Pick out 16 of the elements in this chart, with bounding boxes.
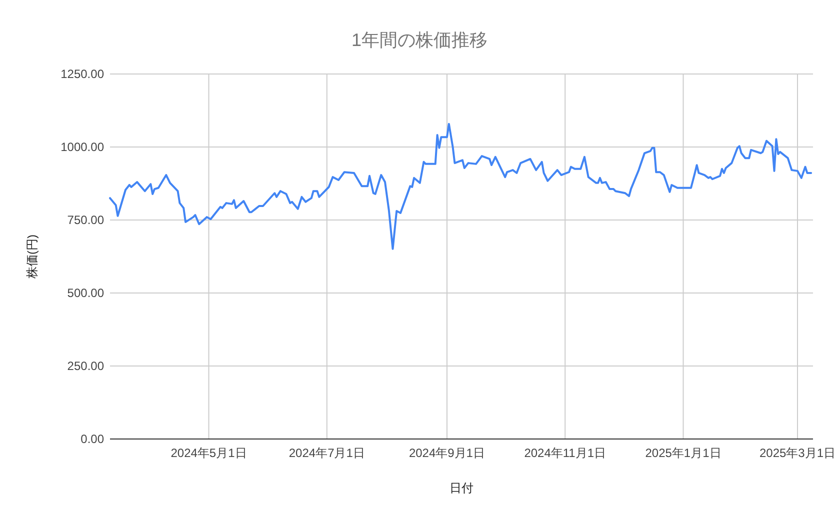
y-tick-label: 1250.00	[60, 67, 104, 82]
x-tick-label: 2025年1月1日	[645, 446, 722, 460]
line-series	[109, 122, 812, 250]
x-axis-title: 日付	[450, 481, 474, 495]
x-tick-label: 2024年7月1日	[288, 446, 365, 460]
x-tick-label: 2024年5月1日	[170, 446, 247, 460]
x-tick-label: 2024年9月1日	[408, 446, 485, 460]
y-tick-label: 250.00	[67, 359, 104, 374]
y-axis-title: 株価(円)	[25, 234, 39, 280]
y-tick-label: 750.00	[67, 213, 104, 228]
chart-title: 1年間の株価推移	[351, 30, 488, 50]
y-tick-label: 1000.00	[60, 140, 104, 154]
x-tick-label: 2025年3月1日	[759, 446, 836, 460]
y-tick-label: 500.00	[67, 286, 104, 300]
x-tick-label: 2024年11月1日	[524, 446, 606, 460]
y-tick-label: 0.00	[80, 432, 104, 446]
